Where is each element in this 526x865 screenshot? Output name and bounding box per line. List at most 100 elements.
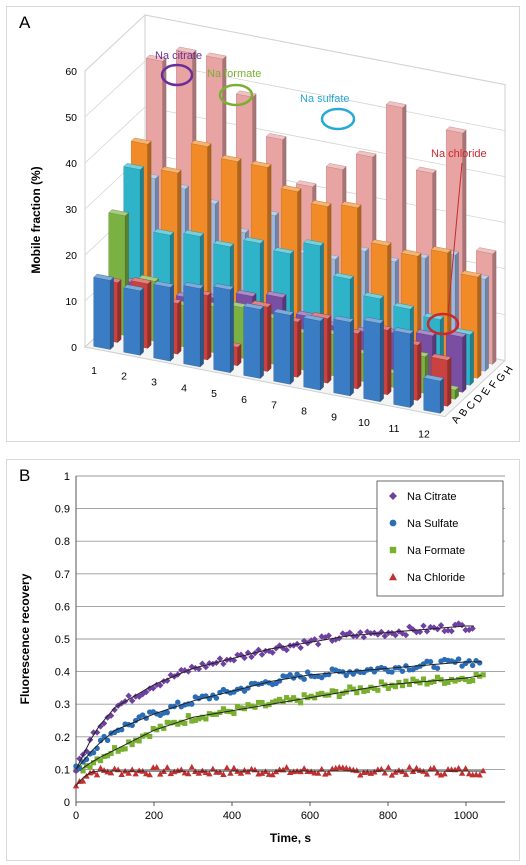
data-point: [83, 747, 90, 755]
data-point: [298, 700, 304, 706]
bar-top: [273, 308, 294, 316]
data-point: [147, 733, 153, 739]
data-point: [476, 660, 483, 666]
data-point: [434, 674, 441, 680]
data-point: [245, 702, 251, 708]
data-point: [448, 627, 455, 635]
legend-label: Na Citrate: [407, 491, 457, 503]
data-point: [469, 662, 476, 669]
data-point: [430, 764, 438, 771]
y-tick-label: 0.3: [55, 699, 70, 711]
data-point: [269, 771, 276, 778]
bar-A-9: [333, 315, 354, 397]
data-point: [216, 655, 224, 662]
data-point: [441, 680, 448, 686]
data-point: [262, 703, 269, 709]
annotation-label: Na formate: [207, 68, 261, 80]
data-point: [111, 765, 118, 772]
bar-top: [205, 52, 227, 60]
bar-top: [415, 166, 437, 174]
panel-b: B 0 0.1 0.2 0.3 0.4 0.5 0.6 0.7 0.8 0.9 1 0 200 400 60…: [6, 459, 520, 861]
data-point: [237, 769, 245, 776]
data-point: [304, 669, 311, 675]
data-point: [108, 750, 114, 757]
y-tick-label: 1: [64, 471, 70, 483]
bar-top: [153, 280, 174, 288]
data-point: [115, 748, 121, 754]
bar-A-11: [393, 327, 414, 408]
data-point: [98, 758, 104, 764]
data-point: [164, 677, 171, 684]
data-point: [389, 573, 397, 581]
data-point: [470, 678, 476, 684]
data-point: [146, 685, 153, 692]
data-point: [150, 726, 156, 732]
data-point: [424, 681, 430, 687]
x-tick-label: 3: [151, 377, 157, 389]
data-point: [314, 769, 322, 776]
data-point: [111, 706, 118, 714]
data-point: [371, 669, 378, 675]
legend-label: Na Formate: [407, 545, 465, 557]
bar-top: [430, 246, 452, 254]
data-point: [308, 693, 314, 699]
bar-top: [220, 155, 242, 162]
bar-A-6: [243, 302, 264, 379]
data-point: [434, 625, 441, 633]
data-point: [406, 681, 413, 687]
bar-top: [393, 302, 414, 310]
y-tick-label: 10: [65, 296, 77, 308]
legend-label: Na Chloride: [407, 572, 465, 584]
data-point: [189, 718, 195, 724]
data-point: [248, 703, 255, 709]
bar-side: [169, 283, 174, 362]
data-point: [199, 767, 206, 774]
data-point: [399, 683, 405, 689]
bar-side: [147, 280, 152, 349]
data-point: [119, 746, 125, 752]
annotation-circle: [320, 107, 356, 131]
data-point: [93, 771, 101, 778]
data-point: [125, 769, 132, 776]
data-point: [423, 770, 431, 777]
data-point: [466, 678, 472, 685]
bar-side: [177, 299, 182, 355]
data-point: [371, 768, 378, 775]
bar-front: [243, 306, 261, 379]
bar-front: [183, 285, 201, 368]
data-point: [434, 769, 441, 776]
bar-front: [423, 377, 441, 414]
annotation-label: Na citrate: [155, 50, 202, 62]
bar-side: [109, 276, 114, 350]
x-tick-label: 5: [211, 388, 217, 400]
bar-side: [387, 326, 392, 396]
data-point: [146, 771, 153, 778]
bar-top: [123, 163, 144, 170]
data-point: [122, 746, 128, 752]
data-point: [185, 770, 192, 777]
data-point: [181, 769, 189, 776]
data-point: [220, 771, 227, 778]
y-tick-label: 50: [65, 112, 77, 124]
data-point: [473, 671, 479, 678]
bar-A-10: [363, 316, 384, 403]
data-point: [87, 764, 93, 770]
data-point: [168, 720, 174, 726]
bar-top: [363, 292, 384, 300]
bar-top: [123, 284, 144, 292]
data-point: [392, 684, 398, 690]
data-point: [340, 690, 346, 696]
data-point: [319, 690, 325, 696]
bar-top: [340, 201, 362, 209]
bar-top: [325, 163, 347, 170]
bar-top: [460, 270, 482, 278]
data-point: [445, 679, 451, 685]
data-point: [185, 713, 191, 719]
data-point: [406, 763, 413, 770]
data-point: [456, 676, 462, 683]
data-point: [329, 688, 335, 694]
data-point: [213, 695, 220, 701]
data-point: [444, 627, 452, 634]
bar-top: [333, 272, 354, 280]
data-point: [161, 725, 167, 731]
